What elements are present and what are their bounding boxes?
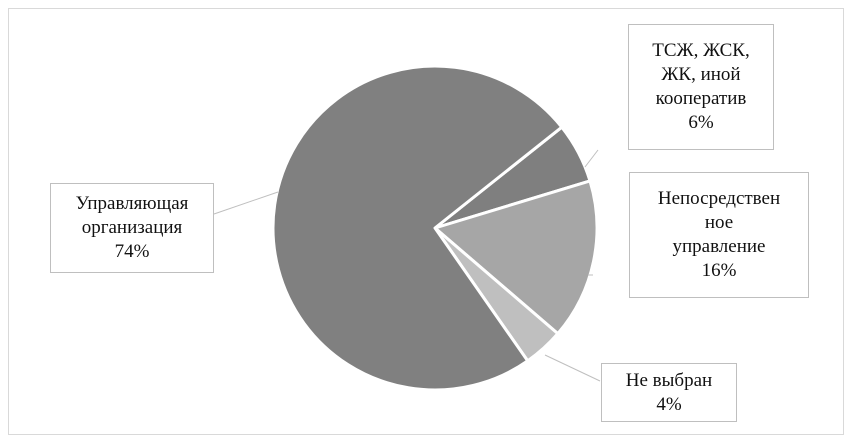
label-direct-line-3: управление <box>672 236 766 257</box>
label-direct: Непосредствен ное управление 16% <box>629 172 809 298</box>
leader-not-selected <box>544 354 601 382</box>
leader-management-org <box>213 191 279 215</box>
label-management-org-line-1: Управляющая <box>75 193 189 214</box>
slice-direct-management <box>433 179 599 336</box>
label-not-selected: Не выбран 4% <box>601 363 737 422</box>
label-not-selected-line-1: Не выбран <box>625 369 713 391</box>
label-direct-percent: 16% <box>701 260 737 281</box>
leader-tszh <box>584 149 599 168</box>
label-management-org-percent: 74% <box>114 241 150 262</box>
label-tszh: ТСЖ, ЖСК, ЖК, иной кооператив 6% <box>628 24 774 150</box>
label-not-selected-percent: 4% <box>656 393 682 415</box>
label-tszh-line-2: ЖК, иной <box>661 64 741 85</box>
label-direct-line-1: Непосредствен <box>657 188 781 209</box>
label-management-org-line-2: организация <box>81 217 183 238</box>
label-management-org: Управляющая организация 74% <box>50 183 214 273</box>
label-direct-line-2: ное <box>704 212 734 233</box>
slice-management-org <box>271 64 564 392</box>
label-tszh-line-3: кооператив <box>655 88 747 109</box>
label-tszh-percent: 6% <box>688 112 714 133</box>
label-tszh-line-1: ТСЖ, ЖСК, <box>652 40 750 61</box>
